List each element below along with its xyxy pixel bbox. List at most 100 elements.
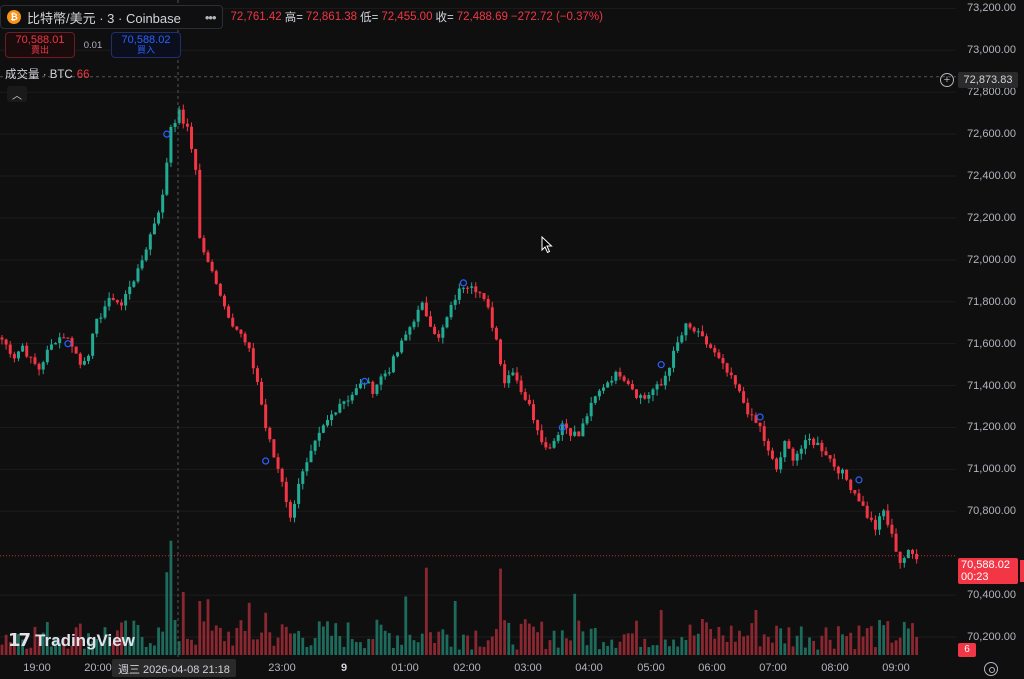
buy-label: 買入 bbox=[136, 45, 155, 56]
sell-button[interactable]: 70,588.01 賣出 bbox=[5, 32, 75, 58]
volume-tag: 6 bbox=[958, 643, 976, 657]
candle-body bbox=[680, 335, 684, 343]
price-axis[interactable]: 73,200.00 73,000.00 72,800.00 72,600.00 72,4… bbox=[956, 0, 1024, 658]
candle-body bbox=[33, 357, 37, 364]
plus-icon[interactable]: + bbox=[940, 73, 954, 87]
close-label: 收= bbox=[435, 12, 454, 24]
volume-bar bbox=[62, 637, 66, 655]
candle-body bbox=[222, 295, 226, 307]
candle-body bbox=[218, 283, 222, 296]
candle-body bbox=[828, 455, 832, 459]
time-axis[interactable]: 19:00 20:00 23:00 9 01:00 02:00 03:00 04:00 05:0… bbox=[0, 658, 956, 679]
event-marker bbox=[459, 279, 468, 287]
candle-body bbox=[128, 286, 132, 295]
volume-bar bbox=[169, 540, 173, 655]
candle-body bbox=[746, 402, 750, 415]
more-options-icon[interactable]: ••• bbox=[204, 9, 217, 25]
volume-bar bbox=[445, 634, 449, 655]
candle-body bbox=[548, 447, 552, 449]
volume-bar bbox=[186, 638, 189, 655]
time-tick-label: 20:00 bbox=[84, 662, 112, 674]
price-tick-label: 70,200.00 bbox=[967, 631, 1016, 644]
collapse-legend-button[interactable]: ︿ bbox=[7, 86, 27, 102]
volume-bar bbox=[878, 620, 881, 655]
candle-body bbox=[400, 340, 404, 353]
volume-bar bbox=[91, 641, 95, 655]
candle-body bbox=[770, 450, 774, 459]
event-marker bbox=[360, 377, 369, 385]
candle-body bbox=[396, 352, 400, 357]
candle-body bbox=[602, 387, 606, 391]
candle-body bbox=[634, 389, 638, 398]
volume-bar bbox=[239, 620, 243, 655]
candle-body bbox=[803, 440, 807, 449]
volume-bar bbox=[293, 633, 296, 655]
candle-body bbox=[99, 317, 103, 319]
candle-body bbox=[622, 376, 626, 381]
volume-bar bbox=[845, 636, 848, 655]
volume-bar bbox=[849, 632, 853, 655]
volume-bar bbox=[210, 630, 214, 655]
candle-body bbox=[478, 292, 482, 294]
candle-body bbox=[672, 350, 676, 368]
candle-body bbox=[593, 396, 597, 403]
candle-body bbox=[466, 287, 470, 289]
candle-body bbox=[0, 337, 4, 340]
price-tick-label: 71,000.00 bbox=[967, 463, 1016, 476]
price-tick-label: 72,600.00 bbox=[967, 128, 1016, 141]
candle-body bbox=[185, 123, 189, 127]
volume-bar bbox=[462, 634, 465, 655]
volume-legend[interactable]: 成交量 · BTC 66 bbox=[5, 66, 90, 82]
buy-button[interactable]: 70,588.02 買入 bbox=[111, 32, 181, 58]
candle-body bbox=[799, 448, 803, 454]
volume-label: 成交量 · BTC bbox=[5, 69, 73, 81]
candle-body bbox=[915, 553, 919, 560]
candle-body bbox=[82, 361, 86, 365]
symbol-selector[interactable]: ₿ 比特幣/美元 · 3 · Coinbase ••• bbox=[0, 5, 223, 29]
volume-bar bbox=[701, 619, 704, 655]
price-tick-label: 72,000.00 bbox=[967, 253, 1016, 266]
candle-body bbox=[832, 458, 836, 467]
chart-header: ₿ 比特幣/美元 · 3 · Coinbase ••• 72,761.42 高=… bbox=[0, 4, 603, 30]
volume-bar bbox=[264, 612, 268, 655]
candle-body bbox=[536, 420, 540, 431]
volume-bar bbox=[639, 646, 642, 655]
volume-bar bbox=[523, 619, 527, 655]
volume-bar bbox=[437, 631, 441, 655]
price-chart-canvas[interactable] bbox=[0, 0, 956, 658]
candle-body bbox=[342, 401, 346, 404]
candle-body bbox=[569, 428, 573, 436]
candle-body bbox=[346, 400, 350, 402]
candle-body bbox=[41, 362, 45, 370]
settings-icon[interactable] bbox=[984, 662, 998, 676]
buy-price: 70,588.02 bbox=[121, 33, 171, 46]
volume-bar bbox=[202, 621, 206, 655]
candle-body bbox=[470, 286, 474, 288]
candle-body bbox=[556, 434, 560, 441]
volume-bar bbox=[206, 599, 210, 655]
candle-body bbox=[54, 343, 58, 345]
candle-body bbox=[251, 348, 255, 369]
candle-body bbox=[647, 394, 651, 399]
candle-body bbox=[350, 394, 354, 401]
volume-bar bbox=[610, 639, 614, 655]
candle-body bbox=[750, 414, 754, 416]
candle-body bbox=[132, 281, 136, 287]
volume-bar bbox=[214, 625, 218, 655]
candle-body bbox=[16, 351, 20, 359]
volume-bar bbox=[342, 646, 346, 655]
sell-price: 70,588.01 bbox=[15, 33, 65, 46]
price-tick-label: 71,200.00 bbox=[967, 421, 1016, 434]
volume-bar bbox=[857, 625, 861, 655]
candle-body bbox=[37, 363, 41, 370]
candle-body bbox=[235, 326, 239, 330]
volume-bar bbox=[363, 648, 366, 655]
candle-body bbox=[614, 371, 618, 381]
candle-body bbox=[416, 309, 420, 322]
volume-bar bbox=[742, 636, 745, 655]
volume-bar bbox=[301, 637, 305, 655]
volume-bar bbox=[750, 623, 754, 655]
volume-bar bbox=[235, 627, 239, 655]
volume-bar bbox=[181, 592, 185, 655]
